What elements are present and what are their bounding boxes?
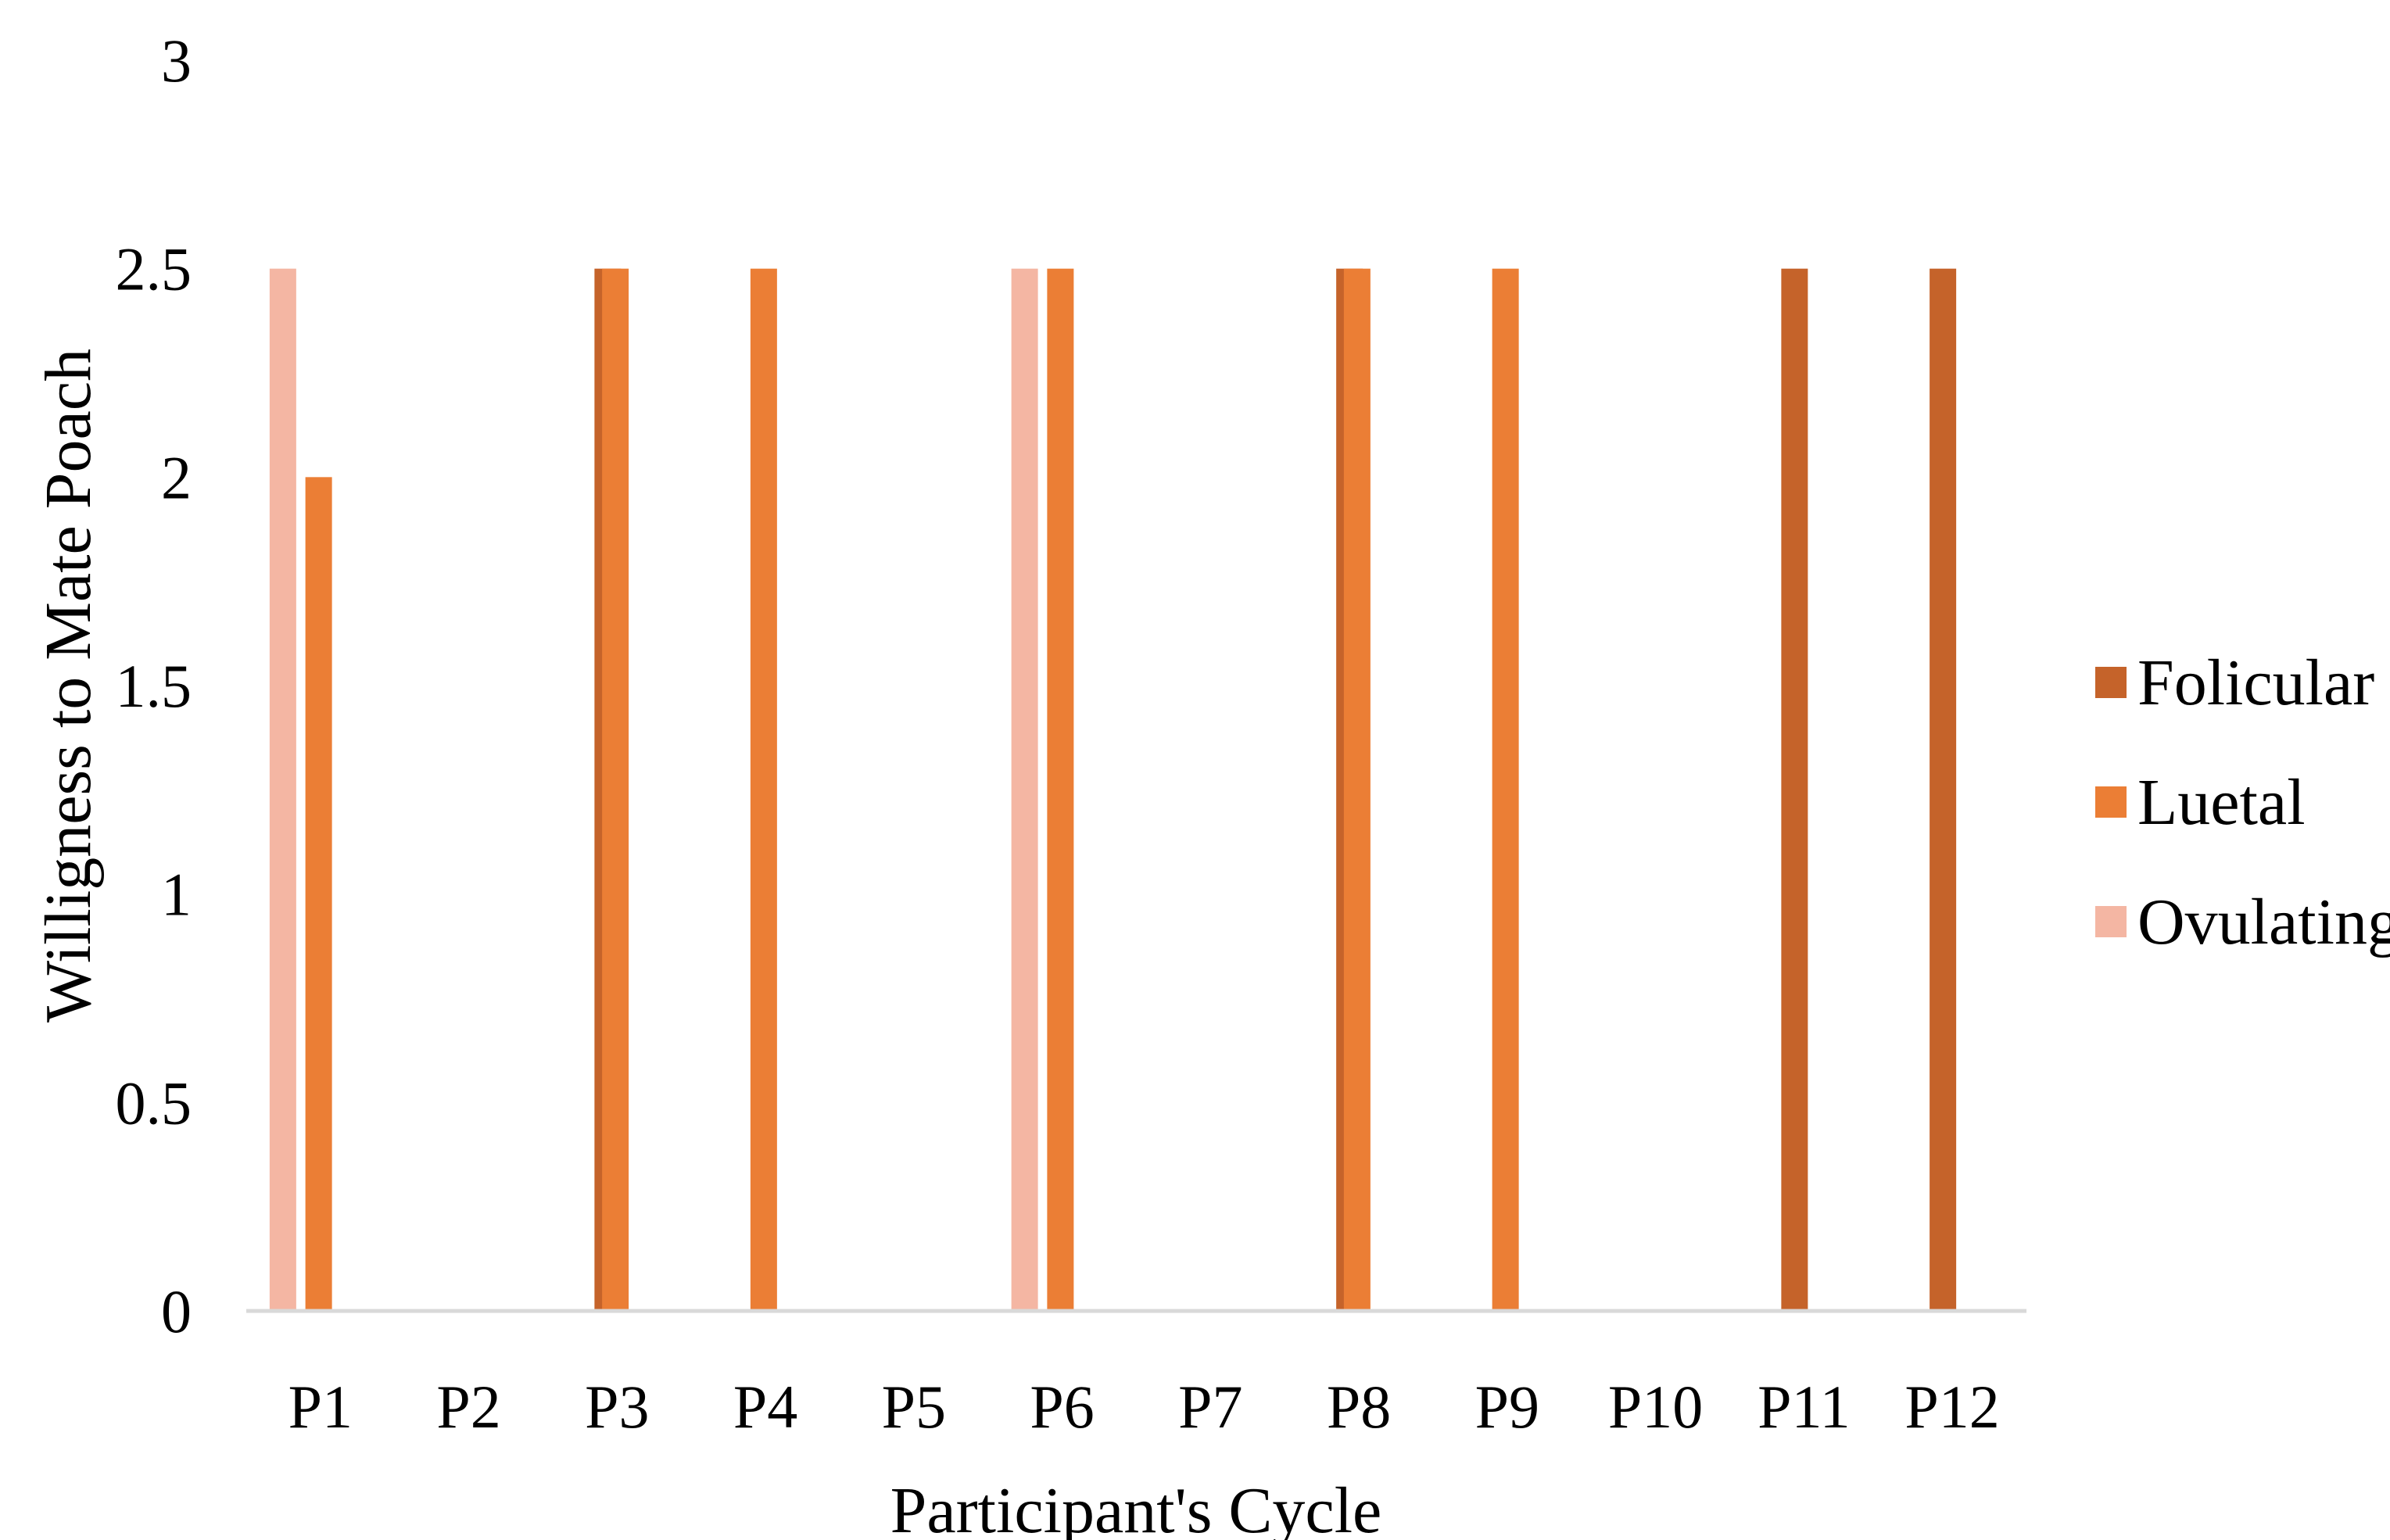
- bar-luetal-p4: [602, 268, 629, 1312]
- x-tick-label: P11: [1758, 1373, 1851, 1441]
- x-tick-label: P9: [1475, 1373, 1539, 1441]
- bar-ovulating-p1: [269, 268, 296, 1312]
- legend-label-folicular: Folicular: [2137, 646, 2374, 719]
- legend-label-luetal: Luetal: [2137, 766, 2306, 839]
- y-tick-label: 1.5: [116, 652, 192, 720]
- bar-luetal-p2: [305, 477, 332, 1312]
- y-tick-label: 0: [161, 1277, 192, 1345]
- x-tick-label: P2: [436, 1373, 500, 1441]
- bar-luetal-p5: [750, 268, 777, 1312]
- legend-swatch-luetal: [2095, 786, 2127, 818]
- y-axis-title: Willigness to Mate Poach: [32, 349, 105, 1022]
- bar-folicular-p11: [1781, 268, 1808, 1312]
- y-tick-label: 1: [161, 861, 192, 929]
- y-tick-label: 2: [161, 443, 192, 511]
- x-tick-label: P12: [1904, 1373, 1999, 1441]
- x-tick-label: P5: [882, 1373, 946, 1441]
- x-tick-label: P4: [733, 1373, 797, 1441]
- x-tick-label: P7: [1178, 1373, 1242, 1441]
- bars-group: [269, 268, 1957, 1312]
- y-tick-label: 2.5: [116, 235, 192, 303]
- y-tick-label: 0.5: [116, 1069, 192, 1137]
- y-axis-ticks: 0 0.5 1 1.5 2 2.5 3: [116, 27, 192, 1345]
- x-axis-ticks: P1 P2 P3 P4 P5 P6 P7 P8 P9 P10 P11 P12: [288, 1373, 2000, 1441]
- legend-swatch-folicular: [2095, 667, 2127, 698]
- bar-luetal-p10: [1492, 268, 1519, 1312]
- x-tick-label: P10: [1608, 1373, 1703, 1441]
- bar-ovulating-p6: [1011, 268, 1038, 1312]
- legend-swatch-ovulating: [2095, 906, 2127, 937]
- legend-label-ovulating: Ovulating: [2137, 886, 2390, 958]
- x-tick-label: P1: [288, 1373, 353, 1441]
- x-tick-label: P3: [585, 1373, 649, 1441]
- legend: Folicular Luetal Ovulating: [2095, 646, 2390, 958]
- bar-luetal-p9: [1343, 268, 1371, 1312]
- y-tick-label: 3: [161, 27, 192, 95]
- x-tick-label: P6: [1030, 1373, 1094, 1441]
- bar-luetal-p7: [1047, 268, 1074, 1312]
- x-axis-title: Participant's Cycle: [890, 1474, 1382, 1540]
- bar-folicular-p12: [1930, 268, 1957, 1312]
- x-tick-label: P8: [1327, 1373, 1391, 1441]
